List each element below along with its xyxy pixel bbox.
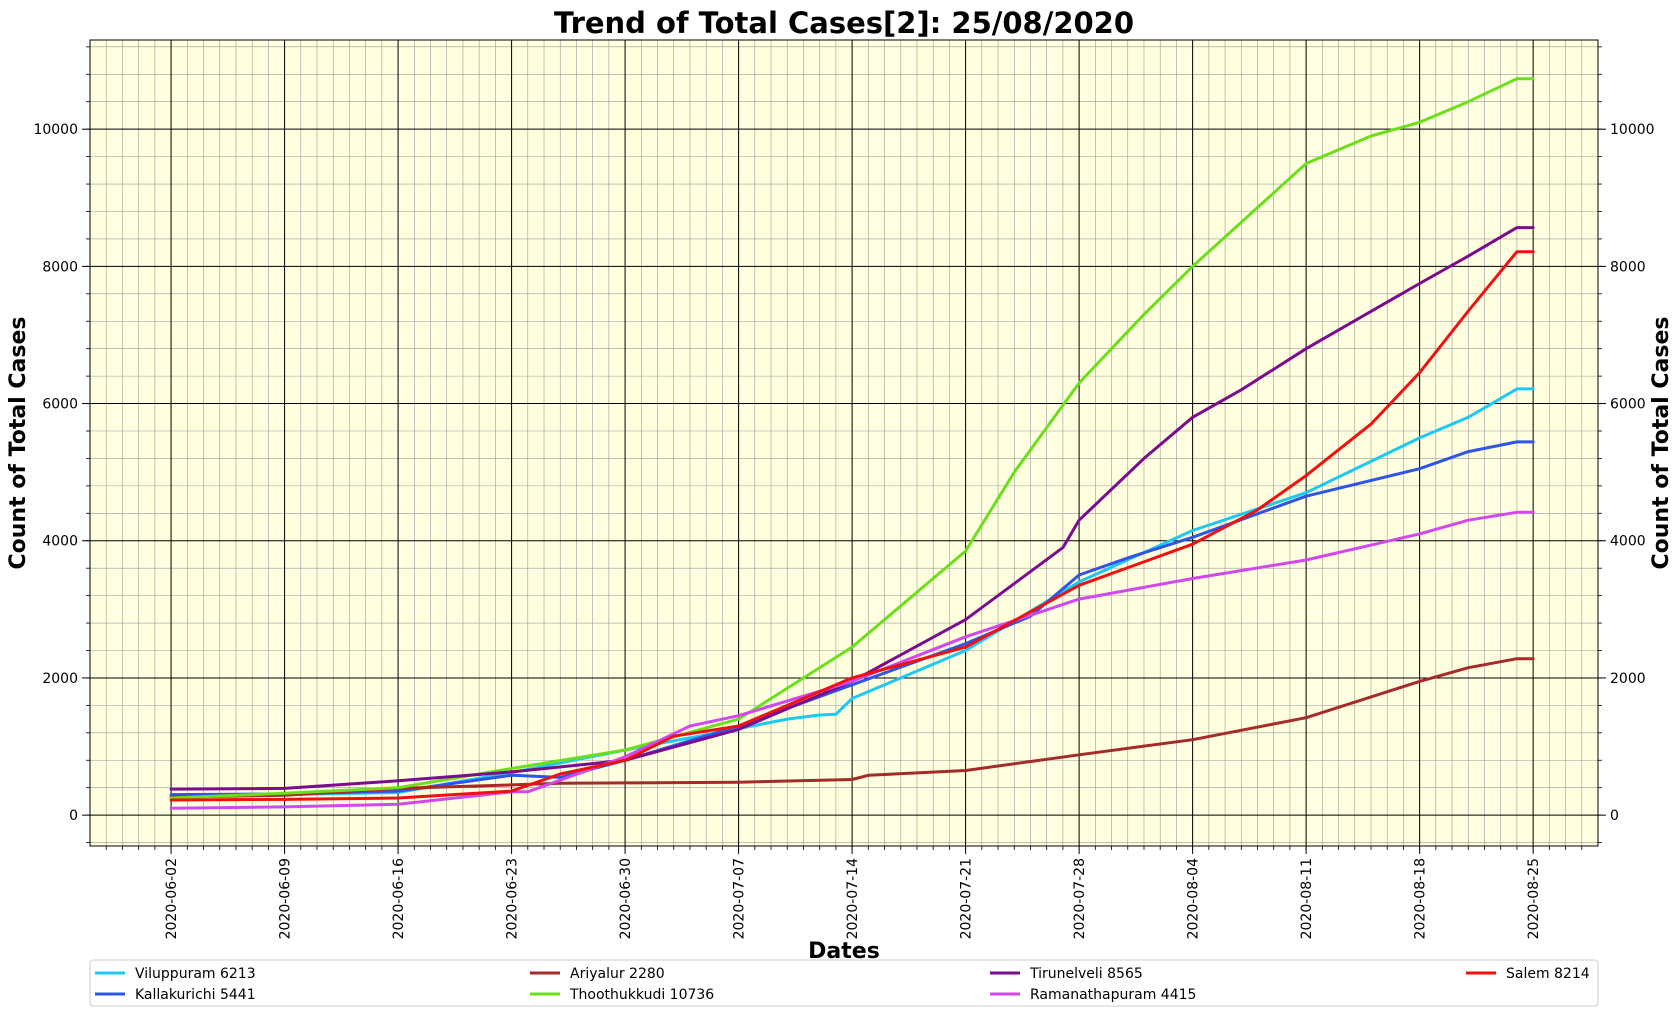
legend-entry: Viluppuram 6213 [135, 966, 256, 982]
series-line [169, 387, 1535, 798]
legend-entry: Ramanathapuram 4415 [1030, 987, 1196, 1003]
series-line [169, 510, 1535, 810]
x-tick-label: 2020-06-30 [618, 858, 634, 939]
x-tick-label: 2020-08-04 [1186, 858, 1202, 939]
series-line [169, 226, 1535, 791]
y-tick-label-left: 4000 [42, 534, 78, 550]
axis-ticks [82, 46, 1606, 854]
y-tick-label-left: 8000 [42, 259, 78, 275]
x-tick-label: 2020-06-09 [278, 858, 294, 939]
plot-area [90, 40, 1598, 846]
y-tick-label-right: 2000 [1610, 671, 1646, 687]
legend: Viluppuram 6213 Kallakurichi 5441 Ariyalur… [95, 966, 1590, 1003]
y-tick-label-right: 8000 [1610, 259, 1646, 275]
y-axis-label-right: Count of Total Cases [1649, 317, 1674, 570]
legend-entry: Thoothukkudi 10736 [569, 987, 714, 1003]
tick-labels: 2020-06-02 2020-06-09 2020-06-16 2020-06-23… [33, 122, 1654, 939]
legend-entry: Ariyalur 2280 [570, 966, 665, 982]
y-tick-label-left: 10000 [33, 122, 78, 138]
x-tick-label: 2020-06-02 [164, 858, 180, 939]
y-tick-label-left: 6000 [42, 397, 78, 413]
x-tick-label: 2020-08-25 [1526, 858, 1542, 939]
x-tick-label: 2020-08-11 [1299, 858, 1315, 939]
x-tick-label: 2020-06-23 [505, 858, 521, 939]
y-tick-label-left: 0 [69, 808, 78, 824]
legend-entry: Kallakurichi 5441 [135, 987, 256, 1003]
plot-frame [89, 39, 1599, 847]
legend-entry: Tirunelveli 8565 [1029, 966, 1143, 982]
x-tick-label: 2020-06-16 [391, 858, 407, 939]
x-tick-label: 2020-07-28 [1072, 858, 1088, 939]
y-tick-label-right: 0 [1610, 808, 1619, 824]
x-tick-label: 2020-07-21 [959, 858, 975, 939]
x-tick-label: 2020-07-07 [732, 858, 748, 939]
legend-entry: Salem 8214 [1506, 966, 1590, 982]
series-line [169, 657, 1535, 799]
series-line [169, 77, 1535, 800]
chart-title: Trend of Total Cases[2]: 25/08/2020 [554, 6, 1134, 40]
x-tick-label: 2020-07-14 [845, 858, 861, 939]
y-axis-label-left: Count of Total Cases [6, 317, 31, 570]
series-lines [169, 77, 1535, 810]
y-tick-label-right: 6000 [1610, 397, 1646, 413]
x-tick-label: 2020-08-18 [1413, 858, 1429, 939]
legend-box [89, 959, 1599, 1007]
y-tick-label-left: 2000 [42, 671, 78, 687]
y-tick-label-right: 10000 [1610, 122, 1655, 138]
series-line [169, 250, 1535, 802]
y-tick-label-right: 4000 [1610, 534, 1646, 550]
major-grid [90, 40, 1598, 846]
